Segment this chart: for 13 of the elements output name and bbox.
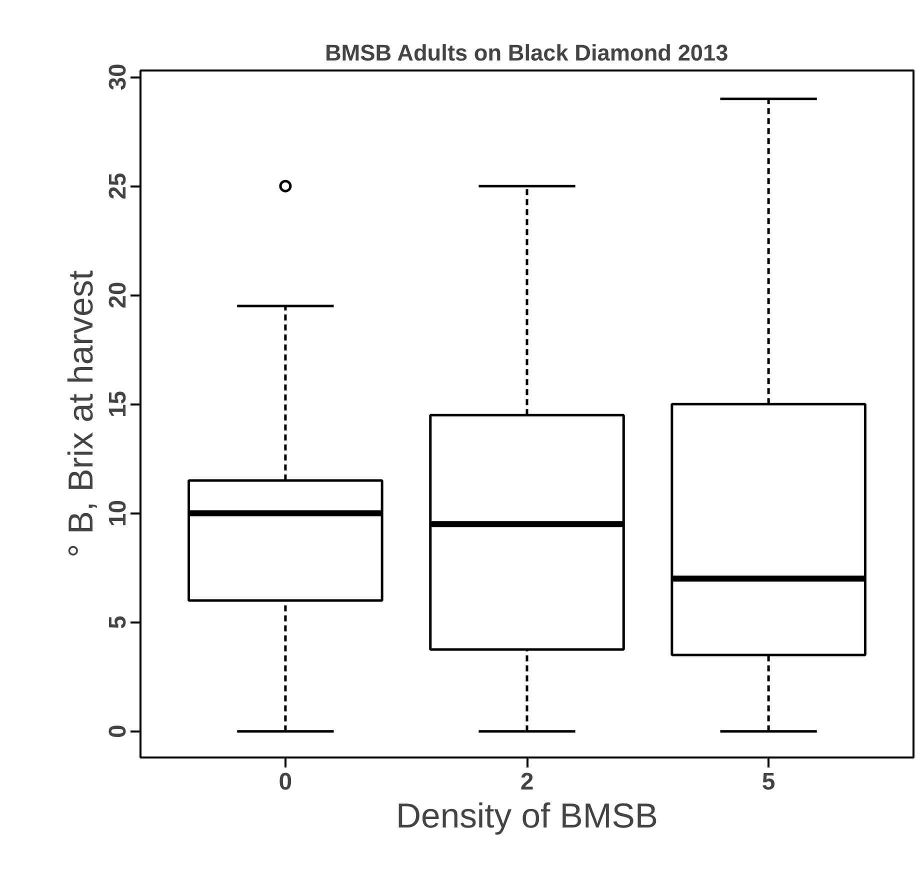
y-tick-label: 0 (104, 724, 132, 738)
y-tick-label: 5 (104, 616, 132, 629)
y-tick-label: 15 (104, 390, 132, 418)
x-tick-label: 2 (520, 768, 534, 796)
x-tick-label: 0 (278, 768, 292, 796)
y-tick-label: 30 (104, 64, 132, 90)
x-tick-label: 5 (762, 768, 776, 796)
y-tick-label: 20 (104, 282, 132, 308)
y-tick-label: 10 (104, 500, 132, 527)
y-tick-label: 25 (104, 172, 132, 200)
chart-title: BMSB Adults on Black Diamond 2013 (324, 40, 728, 66)
y-axis-title: ° B, Brix at harvest (62, 270, 100, 558)
x-axis-title: Density of BMSB (396, 798, 658, 836)
